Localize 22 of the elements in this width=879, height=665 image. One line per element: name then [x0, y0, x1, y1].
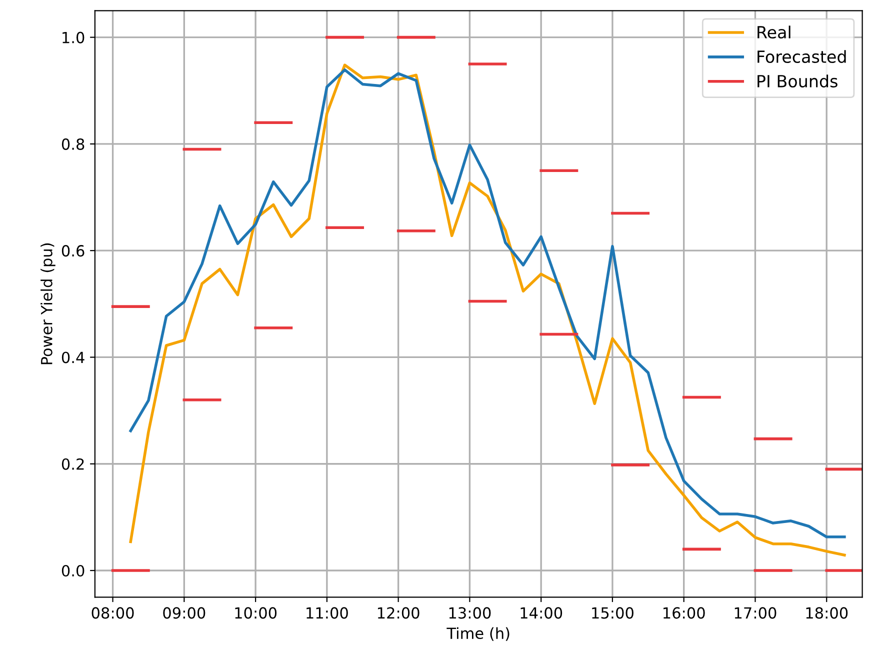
legend-label: Forecasted [758, 50, 846, 64]
x-tick-label: 15:00 [592, 607, 634, 619]
x-tick-label: 14:00 [520, 607, 562, 619]
x-tick-label: 12:00 [378, 607, 420, 619]
y-tick-label: 0.6 [62, 245, 84, 257]
y-axis-title: Power Yield (pu) [40, 243, 56, 364]
x-tick-label: 11:00 [306, 607, 348, 619]
x-axis-title: Time (h) [446, 627, 510, 641]
y-tick-label: 0.0 [62, 564, 84, 577]
y-tick-label: 0.8 [62, 138, 84, 150]
x-tick-label: 13:00 [449, 607, 491, 619]
x-tick-label: 10:00 [235, 607, 277, 619]
legend-label: PI Bounds [758, 74, 838, 88]
x-tick-label: 17:00 [734, 607, 776, 619]
x-tick-label: 09:00 [163, 607, 206, 619]
y-tick-label: 0.4 [62, 352, 84, 364]
x-tick-label: 18:00 [806, 607, 848, 619]
x-tick-label: 08:00 [92, 607, 134, 619]
y-tick-label: 1.0 [62, 32, 84, 44]
legend-label: Real [758, 26, 790, 39]
y-tick-label: 0.2 [62, 458, 84, 470]
x-tick-label: 16:00 [664, 607, 705, 619]
